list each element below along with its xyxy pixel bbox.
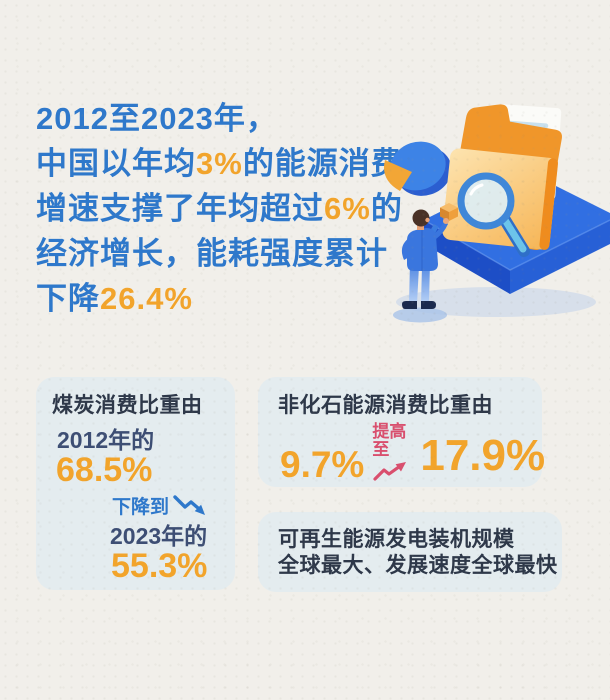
- nonfossil-from-value: 9.7%: [280, 444, 365, 485]
- nonfossil-share-card: 非化石能源消费比重由 9.7% 提高至 17.9%: [258, 377, 546, 487]
- headline-line-3: 增速支撑了年均超过6%的: [36, 186, 403, 231]
- nonfossil-card-title: 非化石能源消费比重由: [278, 394, 493, 417]
- headline-line-5: 下降26.4%: [36, 276, 403, 321]
- person-icon: [393, 209, 449, 323]
- headline-line-4: 经济增长，能耗强度累计: [36, 231, 403, 276]
- headline-line-1: 2012至2023年，: [36, 96, 403, 141]
- headline-highlight: 26.4%: [100, 281, 193, 316]
- headline-text: 经济增长，能耗强度累计: [36, 236, 388, 271]
- rise-indicator: 提高至: [372, 423, 412, 482]
- pie-chart-icon: [384, 141, 452, 196]
- renewable-line-1: 可再生能源发电装机规模: [278, 528, 515, 551]
- headline-text: 中国以年均: [36, 146, 196, 181]
- cube-icon: [440, 203, 458, 221]
- coal-to-value: 55.3%: [111, 547, 208, 585]
- nonfossil-to-value: 17.9%: [420, 431, 546, 480]
- rise-row: 9.7% 提高至 17.9%: [280, 423, 546, 485]
- headline-text: 的: [370, 191, 403, 226]
- headline-text: 下降: [36, 281, 100, 316]
- decline-indicator: 下降到: [112, 495, 235, 518]
- decline-label: 下降到: [112, 496, 170, 518]
- headline-text: 2012至2023年，: [36, 101, 278, 136]
- illustration-svg: [384, 104, 610, 323]
- coal-from-value: 68.5%: [56, 451, 153, 489]
- coal-to-year: 2023年的: [110, 523, 208, 549]
- headline-highlight: 6%: [324, 191, 371, 226]
- headline-text: 增速支撑了年均超过: [36, 191, 324, 226]
- coal-share-card: 煤炭消费比重由 2012年的 68.5% 下降到 2023年的 55.3%: [36, 377, 235, 590]
- renewable-card: 可再生能源发电装机规模 全球最大、发展速度全球最快: [258, 512, 562, 592]
- up-trend-arrow-icon: [373, 462, 407, 481]
- coal-from-year: 2012年的: [57, 427, 155, 453]
- headline-highlight: 3%: [196, 146, 243, 181]
- headline-text: 的能源消费: [242, 146, 403, 181]
- coal-card-title: 煤炭消费比重由: [52, 394, 203, 417]
- down-trend-arrow-icon: [173, 495, 206, 515]
- magnifying-glass-icon: [457, 172, 530, 257]
- rise-label: 提高至: [372, 422, 407, 459]
- renewable-line-2: 全球最大、发展速度全球最快: [278, 554, 558, 577]
- headline-line-2: 中国以年均3%的能源消费: [36, 141, 403, 186]
- headline: 2012至2023年， 中国以年均3%的能源消费 增速支撑了年均超过6%的 经济…: [36, 96, 403, 321]
- data-analysis-illustration: [378, 90, 610, 338]
